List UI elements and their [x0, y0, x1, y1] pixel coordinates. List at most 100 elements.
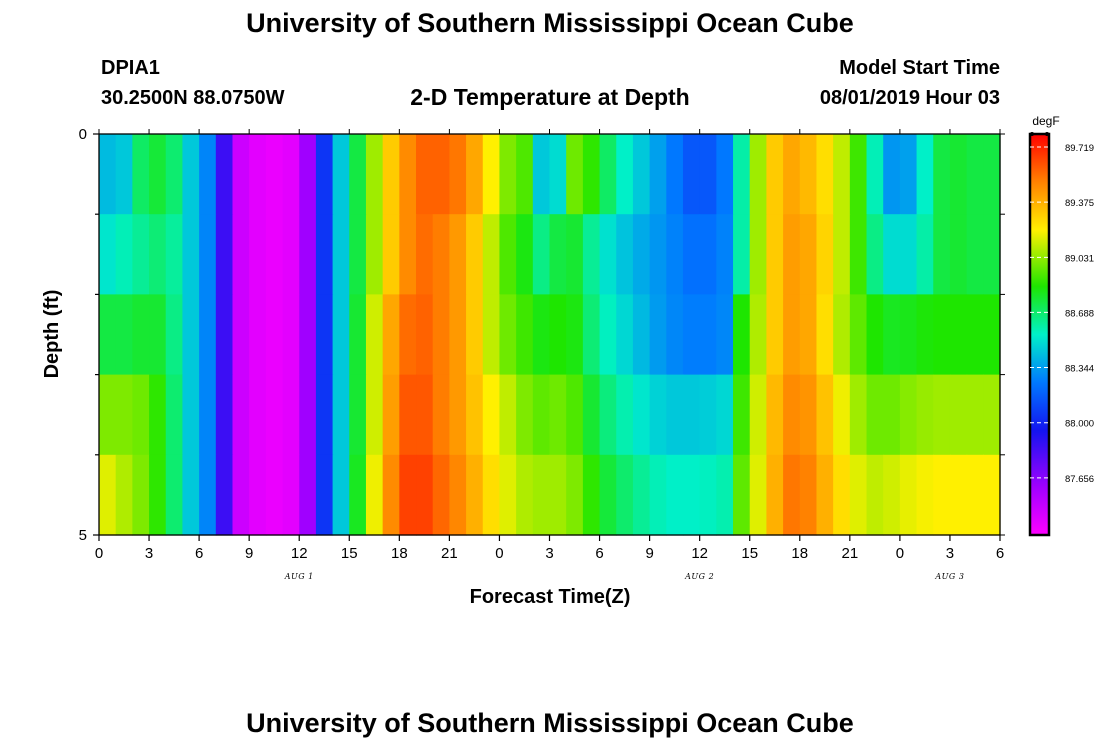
heatmap-cell	[249, 294, 267, 376]
heatmap-cell	[966, 294, 984, 376]
heatmap-cell	[983, 454, 1001, 536]
heatmap-cell	[332, 214, 350, 295]
heatmap-cell	[816, 214, 834, 295]
heatmap-cell	[99, 454, 117, 536]
x-tick-label: 12	[691, 545, 708, 562]
heatmap-cell	[132, 214, 150, 295]
heatmap-cell	[849, 454, 868, 536]
model-start-label: Model Start Time	[839, 57, 1000, 79]
heatmap-cell	[482, 454, 501, 536]
heatmap-cell	[666, 214, 684, 295]
heatmap-cell	[682, 454, 701, 536]
heatmap-cell	[149, 214, 167, 295]
heatmap-cell	[416, 214, 434, 295]
heatmap-cell	[382, 294, 400, 376]
heatmap-cell	[432, 374, 450, 456]
heatmap-cell	[749, 454, 768, 536]
heatmap-cell	[182, 294, 200, 376]
heatmap-cell	[749, 134, 768, 215]
heatmap-cell	[499, 214, 517, 295]
heatmap-cell	[215, 454, 234, 536]
heatmap-cell	[99, 374, 117, 456]
x-tick-label: 21	[441, 545, 458, 562]
heatmap-cell	[549, 134, 567, 215]
heatmap-cell	[132, 134, 150, 215]
heatmap-cell	[682, 374, 701, 456]
heatmap-cell	[733, 214, 751, 295]
heatmap-cell	[566, 374, 584, 456]
heatmap-cell	[649, 374, 667, 456]
heatmap-cell	[833, 374, 851, 456]
heatmap-cell	[716, 294, 734, 376]
heatmap-cell	[666, 294, 684, 376]
x-axis-label: Forecast Time(Z)	[470, 586, 631, 608]
heatmap-cell	[549, 454, 567, 536]
heatmap-cell	[632, 214, 651, 295]
heatmap-cell	[599, 374, 617, 456]
heatmap-cell	[349, 214, 367, 295]
heatmap-cell	[566, 214, 584, 295]
heatmap-cell	[365, 134, 384, 215]
heatmap-cell	[449, 374, 467, 456]
heatmap-cell	[766, 294, 784, 376]
heatmap-cell	[599, 454, 617, 536]
heatmap-cell	[899, 374, 918, 456]
heatmap-cell	[833, 134, 851, 215]
heatmap-cell	[849, 374, 868, 456]
heatmap-cell	[232, 374, 250, 456]
heatmap-cell	[916, 374, 934, 456]
heatmap-cell	[449, 454, 467, 536]
heatmap-cell	[449, 294, 467, 376]
heatmap-cell	[783, 374, 801, 456]
heatmap-cell	[282, 454, 300, 536]
heatmap-cell	[132, 454, 150, 536]
heatmap-cell	[165, 454, 184, 536]
heatmap-cell	[966, 374, 984, 456]
heatmap-cell	[566, 134, 584, 215]
heatmap-cell	[766, 374, 784, 456]
heatmap-cell	[532, 134, 551, 215]
colorbar-tick-label: 87.656	[1065, 474, 1094, 485]
x-tick-label: 3	[946, 545, 954, 562]
heatmap-cell	[99, 294, 117, 376]
heatmap-cell	[749, 374, 768, 456]
heatmap-cell	[916, 294, 934, 376]
heatmap-cell	[482, 294, 501, 376]
heatmap-cell	[416, 294, 434, 376]
heatmap-cell	[115, 294, 133, 376]
heatmap-cell	[899, 214, 918, 295]
heatmap-cell	[883, 214, 901, 295]
colorbar-frame	[1028, 132, 1051, 537]
heatmap-cells	[99, 134, 1001, 536]
main-title-bottom: University of Southern Mississippi Ocean…	[246, 708, 854, 738]
heatmap-cell	[933, 454, 951, 536]
x-tick-label: 6	[195, 545, 203, 562]
heatmap-cell	[783, 294, 801, 376]
heatmap-cell	[532, 454, 551, 536]
heatmap-cell	[799, 214, 818, 295]
colorbar-corner-dot	[1045, 132, 1049, 136]
heatmap-cell	[816, 134, 834, 215]
heatmap-cell	[582, 214, 601, 295]
heatmap-cell	[549, 374, 567, 456]
heatmap-cell	[382, 454, 400, 536]
heatmap-cell	[282, 294, 300, 376]
colorbar-tick-label: 89.719	[1065, 143, 1094, 154]
colorbar-tick-label: 89.031	[1065, 253, 1094, 264]
heatmap-cell	[349, 374, 367, 456]
heatmap-cell	[783, 134, 801, 215]
heatmap-cell	[182, 454, 200, 536]
heatmap-cell	[749, 214, 768, 295]
colorbar: degF 89.719 89.375 89.031 88.688 88.344 88.000…	[1028, 114, 1094, 537]
heatmap-cell	[115, 214, 133, 295]
heatmap-cell	[182, 374, 200, 456]
heatmap-cell	[215, 134, 234, 215]
heatmap-cell	[883, 294, 901, 376]
heatmap-cell	[532, 374, 551, 456]
heatmap-cell	[249, 374, 267, 456]
heatmap-cell	[749, 294, 768, 376]
heatmap-cell	[699, 374, 717, 456]
heatmap-cell	[549, 214, 567, 295]
heatmap-cell	[399, 214, 417, 295]
heatmap-cell	[516, 374, 534, 456]
